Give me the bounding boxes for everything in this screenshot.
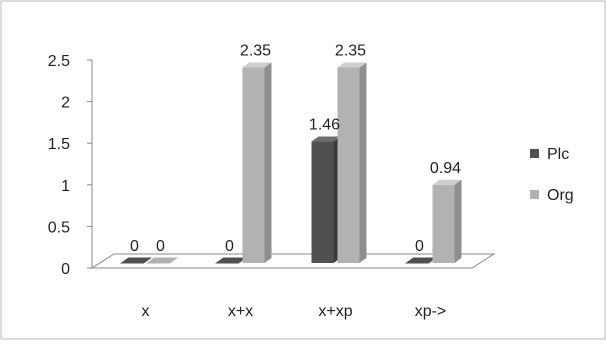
legend-swatch-plc — [530, 149, 539, 158]
bar-org — [242, 62, 272, 264]
x-tick-label: x+xp — [318, 303, 352, 320]
data-label: 0.94 — [430, 160, 461, 177]
y-tick-label: 2.5 — [48, 53, 70, 70]
bar-front — [432, 184, 455, 263]
data-label: 0 — [130, 238, 139, 255]
bar-top — [311, 136, 341, 142]
bar-front — [337, 67, 360, 263]
bar-org — [337, 62, 367, 264]
bar-top — [242, 62, 272, 68]
bar-front — [311, 141, 334, 263]
y-tick-label: 0.5 — [48, 219, 70, 236]
bar-org — [432, 179, 462, 263]
y-tick-label: 1.5 — [48, 136, 70, 153]
bar-plc — [311, 136, 341, 263]
data-label: 0 — [415, 238, 424, 255]
bar-top — [432, 179, 462, 185]
legend-label-plc: Plc — [547, 146, 569, 163]
bar-top — [337, 62, 367, 68]
bar-flat — [119, 257, 153, 264]
bar-flat — [145, 257, 179, 264]
chart-floor — [90, 253, 496, 269]
bar-org — [145, 257, 179, 264]
data-label: 0 — [156, 238, 165, 255]
y-tick-label: 1 — [61, 178, 70, 195]
x-tick-label: xp-> — [415, 303, 447, 320]
bar-side — [454, 179, 462, 263]
bar-front — [242, 67, 265, 263]
bar-side — [359, 62, 367, 264]
data-label: 0 — [225, 238, 234, 255]
bar-side — [264, 62, 272, 264]
y-tick-label: 0 — [61, 261, 70, 278]
data-label: 1.46 — [309, 117, 340, 134]
data-label: 2.35 — [335, 42, 366, 59]
x-tick-label: x — [142, 303, 150, 320]
legend-label-org: Org — [547, 187, 574, 204]
data-label: 2.35 — [240, 42, 271, 59]
bar-plc — [119, 257, 153, 264]
legend-swatch-org — [530, 190, 539, 199]
y-tick-label: 2 — [61, 95, 70, 112]
x-tick-label: x+x — [228, 303, 253, 320]
